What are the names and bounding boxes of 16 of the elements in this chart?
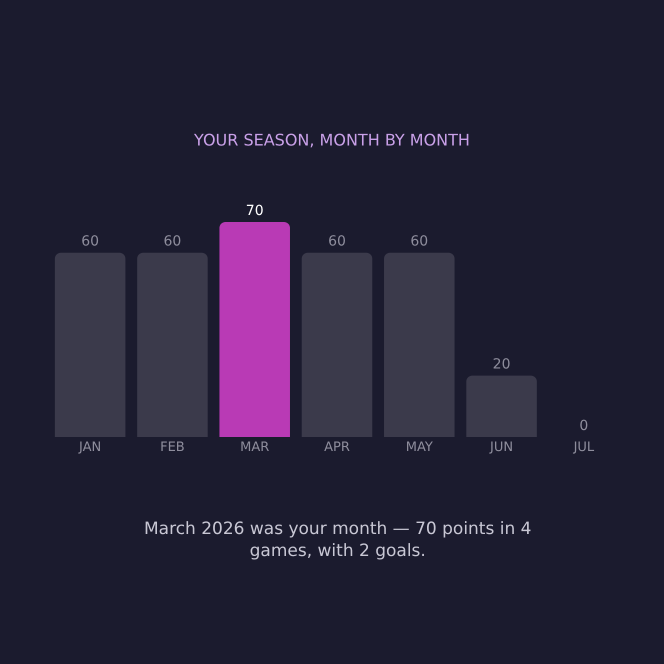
data-label: 60	[81, 234, 100, 250]
x-tick-label: JAN	[78, 440, 102, 455]
data-label: 20	[492, 356, 510, 373]
x-tick-label: MAR	[240, 440, 270, 455]
x-tick-label: FEB	[160, 440, 185, 455]
data-label: 70	[246, 203, 264, 219]
data-label: 0	[579, 418, 588, 434]
x-tick-label: JUL	[572, 440, 595, 455]
data-label: 60	[328, 234, 346, 250]
x-tick-label: APR	[324, 440, 350, 455]
text: March 2026 was your month — 70 points in 4 games, with 2 goals.	[144, 519, 532, 562]
chart-title: YOUR SEASON, MONTH BY MONTH	[193, 130, 470, 150]
data-label: 60	[164, 234, 182, 250]
x-tick-label: JUN	[489, 440, 514, 455]
data-label: 60	[410, 234, 428, 250]
x-tick-label: MAY	[406, 440, 433, 455]
